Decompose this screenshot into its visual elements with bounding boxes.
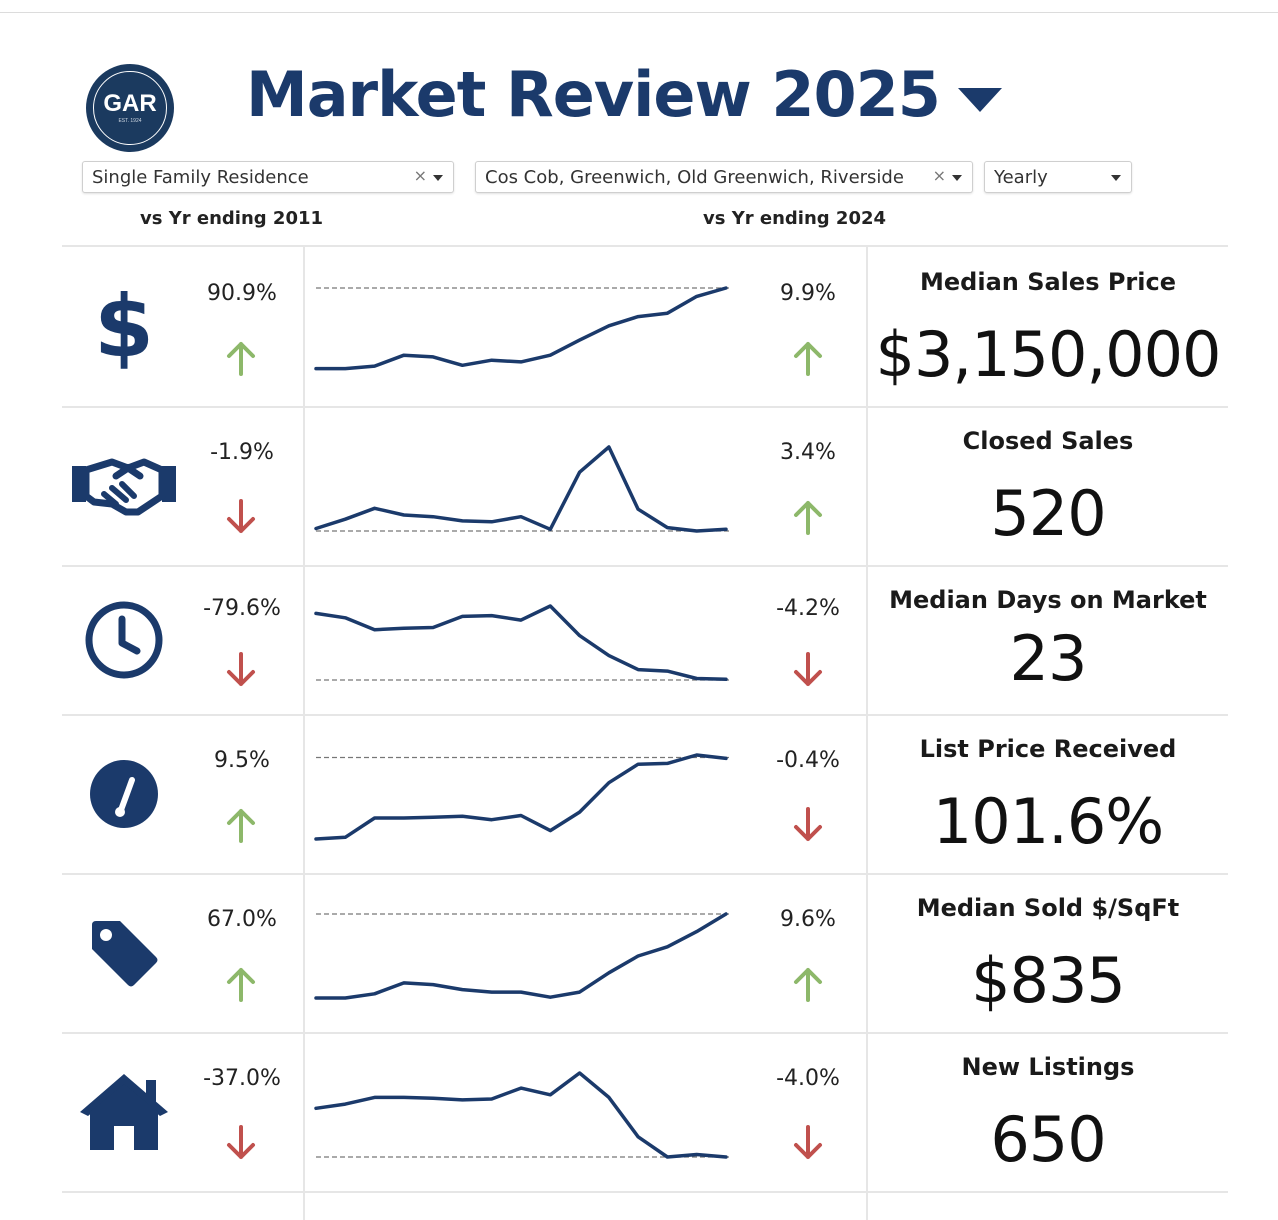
compare-label-2024: vs Yr ending 2024 bbox=[703, 208, 887, 229]
metric-value: 101.6% bbox=[932, 785, 1164, 858]
change-vs-2011: 67.0% bbox=[207, 907, 277, 933]
row-divider bbox=[62, 714, 1228, 716]
metric-row: -37.0% -4.0% New Listings 650 bbox=[62, 1033, 1228, 1191]
trend-line bbox=[314, 604, 728, 682]
change-vs-2024: 9.6% bbox=[780, 907, 836, 933]
metric-value: 650 bbox=[990, 1103, 1106, 1176]
change-vs-2011: -1.9% bbox=[210, 440, 274, 466]
compare-label-2011: vs Yr ending 2011 bbox=[140, 208, 324, 229]
row-divider bbox=[62, 406, 1228, 408]
logo-text: GAR bbox=[103, 89, 157, 117]
arrow-up-icon bbox=[226, 966, 256, 1002]
dollar-icon: $ bbox=[62, 248, 186, 406]
property-type-value: Single Family Residence bbox=[92, 166, 309, 188]
clock-icon bbox=[62, 566, 186, 714]
logo-subtext: EST. 1924 bbox=[118, 117, 142, 124]
metric-value: $835 bbox=[971, 944, 1126, 1017]
trend-line bbox=[314, 753, 728, 841]
trend-sparkline bbox=[314, 1071, 732, 1159]
price-tag-icon bbox=[62, 874, 186, 1032]
clear-icon[interactable]: × bbox=[413, 166, 427, 185]
arrow-up-icon bbox=[793, 966, 823, 1002]
trend-line bbox=[314, 445, 728, 533]
column-divider bbox=[866, 246, 868, 1220]
metric-label: List Price Received bbox=[919, 735, 1177, 763]
arrow-down-icon bbox=[793, 1124, 823, 1161]
svg-text:$: $ bbox=[94, 282, 154, 372]
change-vs-2024: -4.2% bbox=[776, 596, 840, 622]
gauge-icon bbox=[62, 715, 186, 873]
row-divider bbox=[62, 1191, 1228, 1193]
row-divider bbox=[62, 1032, 1228, 1034]
metric-label: Median Days on Market bbox=[889, 586, 1207, 614]
column-divider bbox=[303, 246, 305, 1220]
row-divider bbox=[62, 565, 1228, 567]
change-vs-2011: -37.0% bbox=[203, 1066, 281, 1092]
metric-row: 67.0% 9.6% Median Sold $/SqFt $835 bbox=[62, 874, 1228, 1032]
trend-sparkline bbox=[314, 286, 732, 371]
chevron-down-icon[interactable] bbox=[1111, 175, 1121, 181]
gar-logo: GAR EST. 1924 bbox=[86, 64, 174, 152]
arrow-down-icon bbox=[226, 498, 256, 535]
arrow-up-icon bbox=[226, 340, 256, 376]
top-divider bbox=[0, 12, 1278, 13]
arrow-down-icon bbox=[226, 651, 256, 688]
metric-label: Closed Sales bbox=[962, 427, 1134, 455]
change-vs-2011: -79.6% bbox=[203, 596, 281, 622]
trend-line bbox=[314, 1071, 728, 1159]
change-vs-2024: 9.9% bbox=[780, 281, 836, 307]
trend-sparkline bbox=[314, 753, 732, 841]
arrow-up-icon bbox=[226, 807, 256, 843]
chevron-down-icon[interactable] bbox=[952, 175, 962, 181]
area-select[interactable]: Cos Cob, Greenwich, Old Greenwich, River… bbox=[475, 161, 973, 193]
area-value: Cos Cob, Greenwich, Old Greenwich, River… bbox=[485, 166, 904, 188]
row-divider bbox=[62, 873, 1228, 875]
arrow-down-icon bbox=[793, 806, 823, 843]
trend-line bbox=[314, 912, 728, 1000]
year-dropdown-caret-icon[interactable] bbox=[958, 88, 1002, 112]
arrow-up-icon bbox=[793, 499, 823, 535]
change-vs-2024: -4.0% bbox=[776, 1066, 840, 1092]
metric-label: Median Sales Price bbox=[920, 268, 1176, 296]
metric-row: $90.9% 9.9% Median Sales Price $3,150,000 bbox=[62, 248, 1228, 406]
chevron-down-icon[interactable] bbox=[433, 175, 443, 181]
page-title: Market Review 2025 bbox=[246, 58, 941, 131]
trend-sparkline bbox=[314, 445, 732, 533]
arrow-up-icon bbox=[793, 340, 823, 376]
metric-row: 9.5% -0.4% List Price Received 101.6% bbox=[62, 715, 1228, 873]
trend-sparkline bbox=[314, 604, 732, 682]
period-select[interactable]: Yearly bbox=[984, 161, 1132, 193]
metric-value: 23 bbox=[1009, 622, 1088, 695]
metric-value: 520 bbox=[990, 477, 1106, 550]
change-vs-2011: 9.5% bbox=[214, 748, 270, 774]
header-divider bbox=[62, 245, 1228, 247]
house-icon bbox=[62, 1033, 186, 1191]
change-vs-2011: 90.9% bbox=[207, 281, 277, 307]
trend-line bbox=[314, 286, 728, 371]
arrow-down-icon bbox=[226, 1124, 256, 1161]
metric-row: -1.9% 3.4% Closed Sales 520 bbox=[62, 407, 1228, 565]
metric-label: Median Sold $/SqFt bbox=[916, 894, 1180, 922]
property-type-select[interactable]: Single Family Residence × bbox=[82, 161, 454, 193]
metric-row: -79.6% -4.2% Median Days on Market 23 bbox=[62, 566, 1228, 714]
change-vs-2024: 3.4% bbox=[780, 440, 836, 466]
metric-label: New Listings bbox=[961, 1053, 1135, 1081]
clear-icon[interactable]: × bbox=[932, 166, 946, 185]
period-value: Yearly bbox=[994, 166, 1048, 188]
metric-value: $3,150,000 bbox=[875, 318, 1222, 391]
change-vs-2024: -0.4% bbox=[776, 748, 840, 774]
trend-sparkline bbox=[314, 912, 732, 1000]
handshake-icon bbox=[62, 407, 186, 565]
arrow-down-icon bbox=[793, 651, 823, 688]
